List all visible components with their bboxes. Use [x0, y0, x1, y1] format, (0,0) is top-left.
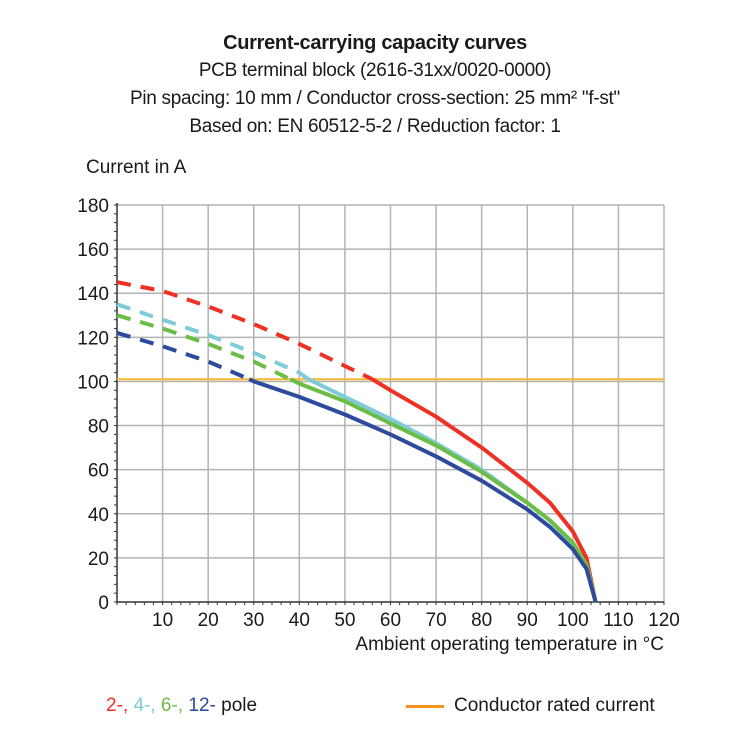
x-tick-label: 100: [557, 610, 589, 631]
x-tick-label: 30: [243, 610, 264, 631]
y-tick-label: 100: [77, 372, 109, 393]
legend-rated-label: Conductor rated current: [454, 695, 655, 716]
x-tick-label: 110: [603, 610, 633, 631]
chart-title: Current-carrying capacity curves: [223, 32, 527, 54]
y-axis-label: Current in A: [86, 157, 187, 178]
legend-pole-2: 2-,: [106, 695, 129, 716]
legend-pole-12: 12-: [183, 695, 216, 716]
legend-pole-4: 4-,: [128, 695, 156, 716]
x-tick-label: 120: [648, 610, 680, 631]
series-6-pole-dashed: [116, 313, 292, 382]
legend-rated-line: [406, 704, 444, 708]
y-tick-label: 160: [77, 240, 109, 261]
x-tick-label: 80: [471, 610, 492, 631]
series-12-pole-dashed: [116, 330, 250, 382]
y-tick-label: 120: [77, 328, 109, 349]
legend-rated: Conductor rated current: [406, 695, 655, 717]
series-6-pole-solid: [289, 377, 598, 603]
y-tick-label: 80: [88, 417, 109, 438]
x-tick-label: 20: [198, 610, 219, 631]
x-tick-label: 70: [426, 610, 447, 631]
y-tick-label: 40: [88, 505, 109, 526]
legend-pole-suffix: pole: [215, 695, 258, 716]
y-tick-label: 140: [77, 284, 109, 305]
y-tick-label: 20: [88, 549, 109, 570]
y-tick-label: 180: [77, 196, 109, 217]
series-2-pole-dashed: [116, 280, 374, 382]
series-2-pole-solid: [371, 377, 598, 603]
x-tick-label: 90: [517, 610, 538, 631]
chart-subtitle-product: PCB terminal block (2616-31xx/0020-0000): [198, 60, 552, 81]
x-tick-label: 10: [152, 610, 173, 631]
legend-poles: 2-, 4-, 6-, 12- pole: [106, 695, 257, 717]
series-4-pole-solid: [307, 377, 598, 603]
y-tick-label: 60: [88, 461, 109, 482]
x-axis-label: Ambient operating temperature in °C: [355, 634, 664, 655]
x-tick-label: 40: [289, 610, 310, 631]
chart-subtitle-standard: Based on: EN 60512-5-2 / Reduction facto…: [189, 116, 561, 137]
y-tick-label: 0: [98, 593, 109, 614]
chart-subtitle-spacing: Pin spacing: 10 mm / Conductor cross-sec…: [130, 88, 620, 109]
legend-pole-6: 6-,: [155, 695, 184, 716]
series-4-pole-dashed: [116, 302, 310, 381]
series-12-pole-solid: [248, 377, 598, 603]
x-tick-label: 50: [334, 610, 355, 631]
x-tick-label: 60: [380, 610, 401, 631]
